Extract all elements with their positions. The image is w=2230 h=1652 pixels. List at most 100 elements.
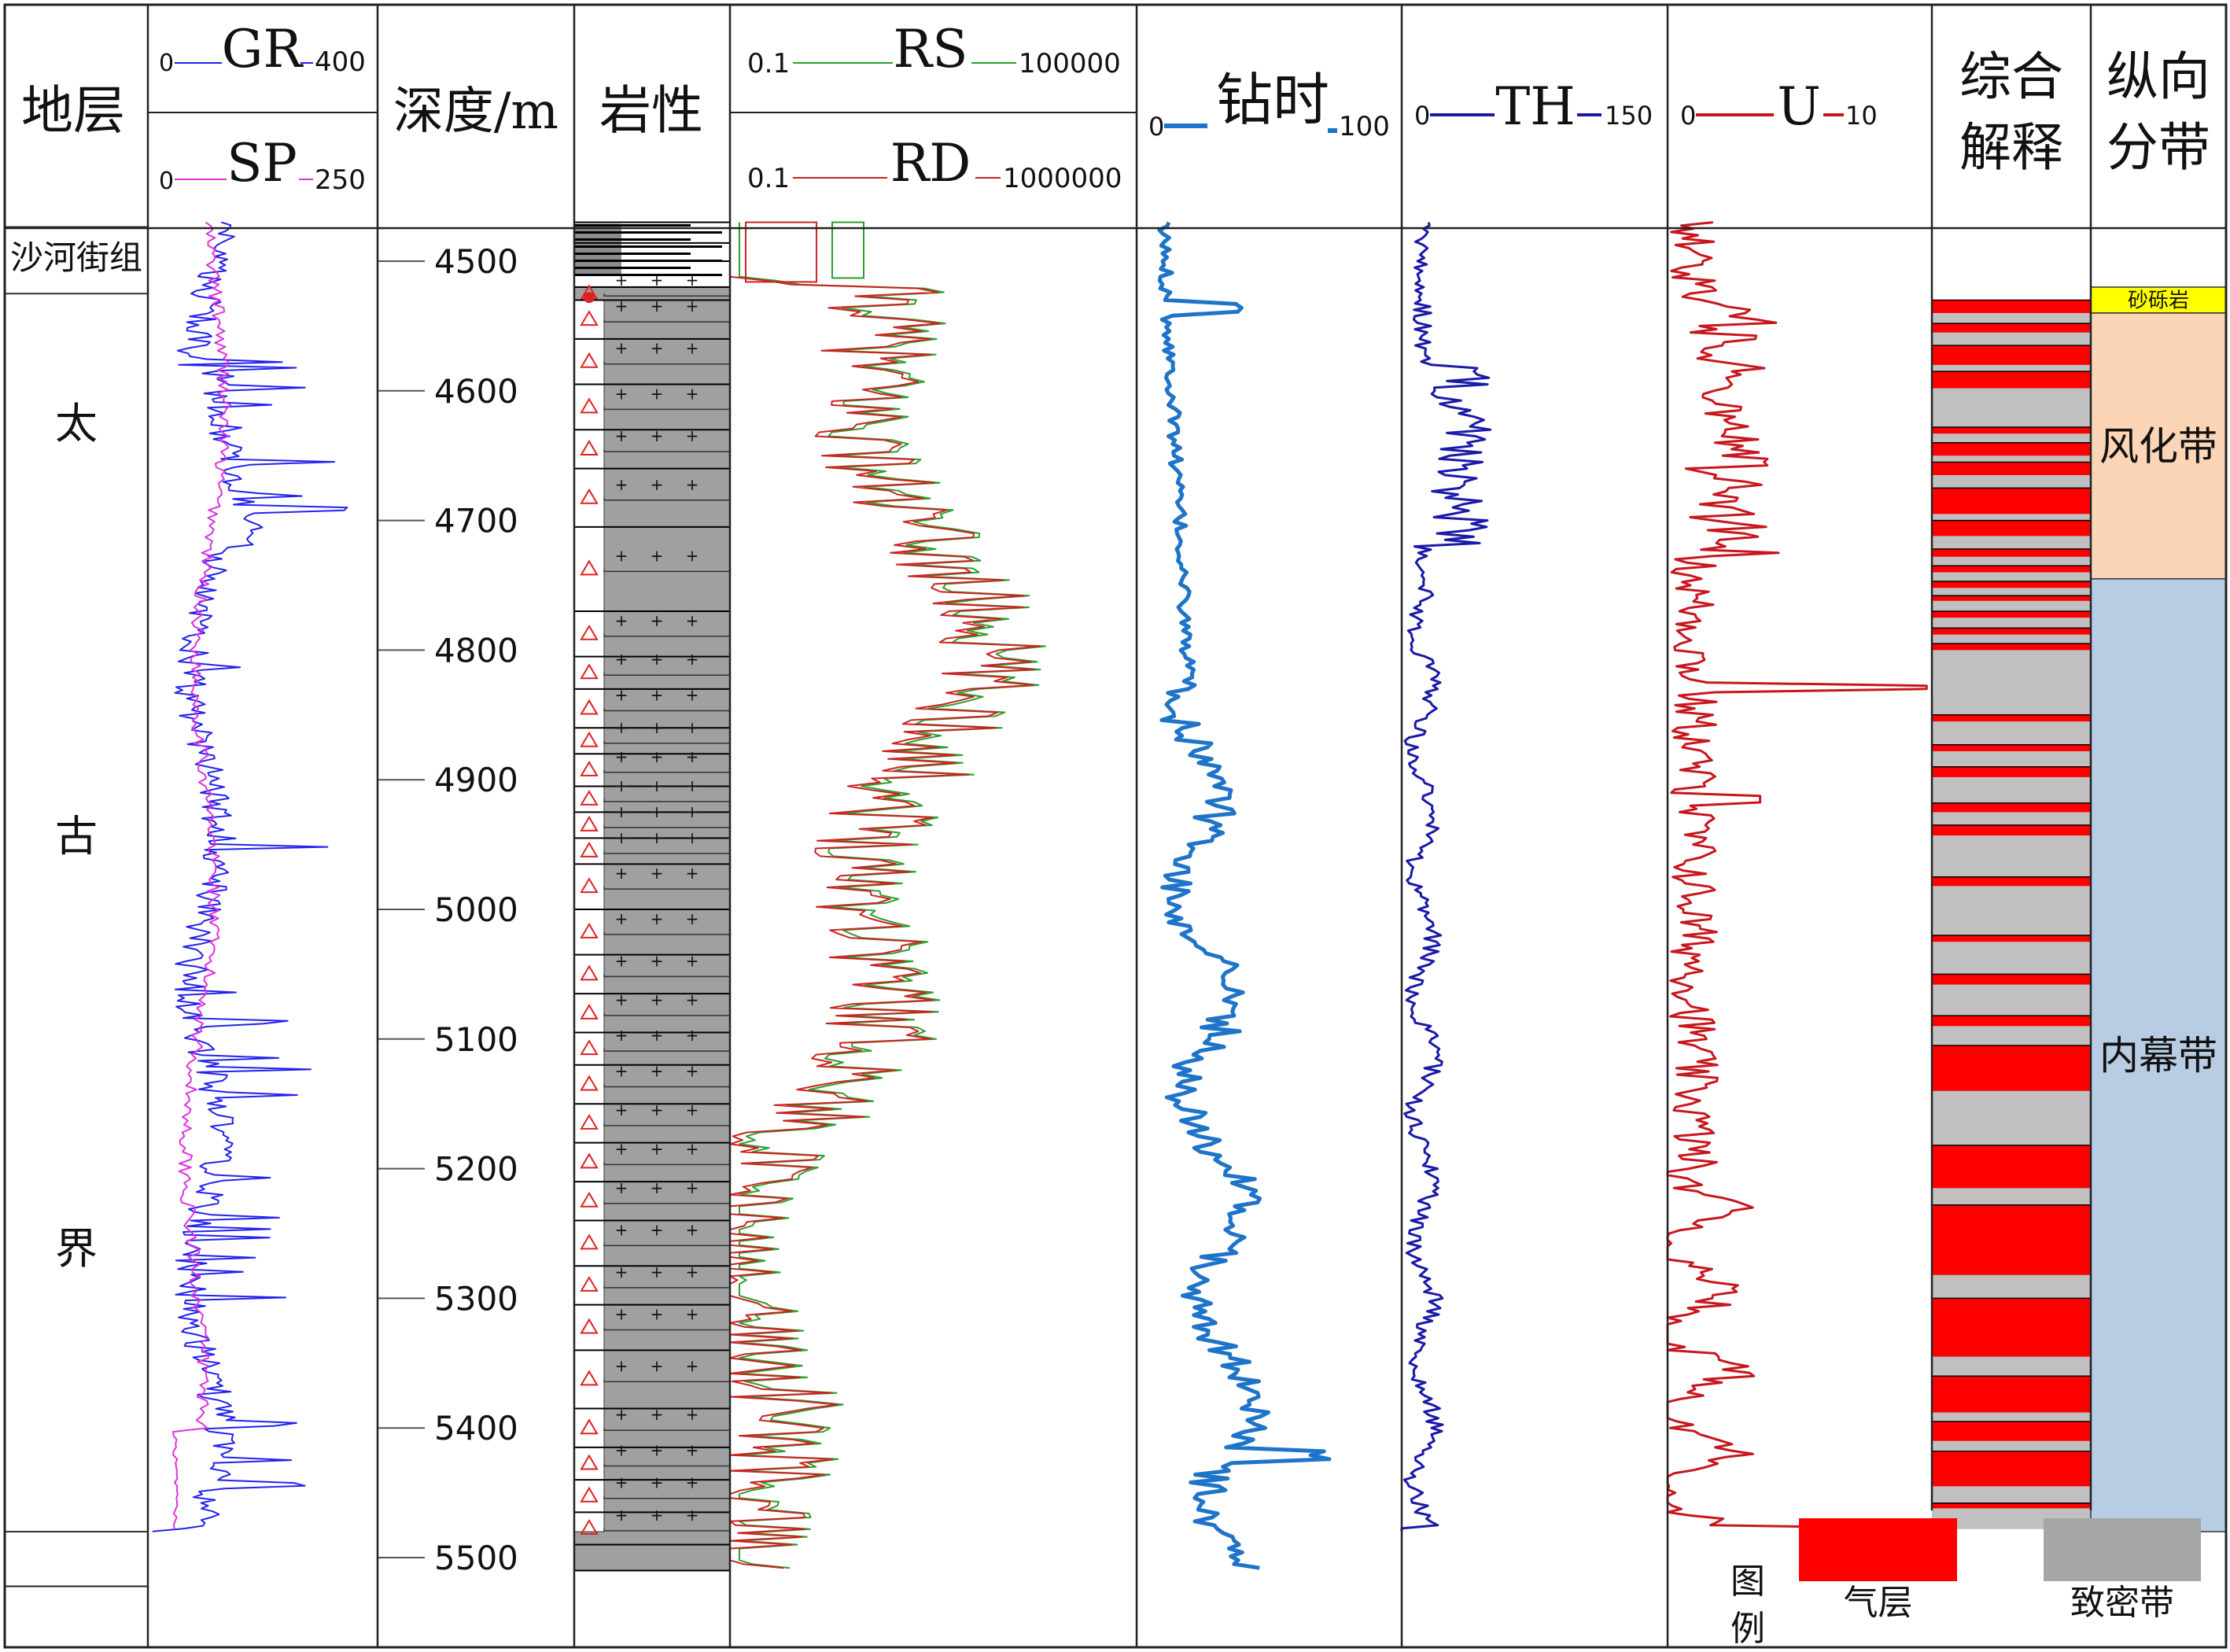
lithology-plus: + (651, 990, 664, 1009)
zonation-header: 纵向 (2107, 46, 2210, 107)
gas-layer (1932, 744, 2091, 751)
lithology-plus: + (615, 1506, 628, 1525)
th-curve (1400, 222, 1492, 1532)
lithology-plus: + (615, 1405, 628, 1424)
lithology-plus: + (651, 1304, 664, 1323)
gr-max: 400 (315, 46, 366, 78)
lithology-plus: + (686, 776, 699, 795)
lithology-plus: + (651, 909, 664, 928)
gas-layer (1932, 520, 2091, 537)
lithology-triangle (580, 964, 599, 981)
lithology-plus: + (651, 1220, 664, 1239)
u-curve (1666, 221, 1928, 1532)
depth-tick-label: 4800 (434, 631, 518, 669)
header-layer: 地层 0 GR 400 0 SP 250 深度/m 岩性 0.1 RS 1000… (21, 19, 2210, 196)
lithology-triangle (580, 760, 599, 776)
gas-layer (1932, 610, 2091, 618)
th-name: TH (1495, 76, 1576, 137)
lithology-wave (603, 407, 730, 411)
lithology-plus: + (686, 426, 699, 445)
gas-layer (1932, 371, 2091, 389)
lithology-triangle (580, 439, 599, 455)
gas-layer (1932, 1016, 2091, 1027)
lithology-plus: + (651, 546, 664, 565)
lithology-plus: + (686, 1263, 699, 1281)
legend-label: 气层 (1844, 1583, 1913, 1623)
lithology-plus: + (686, 271, 699, 289)
lithology-triangle (580, 1418, 599, 1435)
gas-layer (1932, 802, 2091, 813)
gas-layer (1932, 345, 2091, 365)
depth-tick-label: 5100 (434, 1020, 518, 1059)
lithology-plus: + (651, 650, 664, 669)
zone-label: 砂砾岩 (2128, 289, 2189, 313)
lithology-plus: + (686, 297, 699, 315)
lithology-triangle (580, 922, 599, 938)
rd-cap (745, 221, 817, 283)
lithology-plus: + (615, 909, 628, 928)
lithology-plus: + (651, 1139, 664, 1158)
lithology-plus: + (615, 951, 628, 970)
lithology-plus: + (686, 1178, 699, 1197)
lithology-wave (603, 798, 730, 802)
sp-curve (172, 221, 232, 1529)
lithology-triangle (580, 841, 599, 857)
lithology-plus: + (615, 1441, 628, 1460)
lithology-plus: + (686, 1061, 699, 1080)
lithology-wave (603, 448, 730, 452)
lithology-plus: + (615, 650, 628, 669)
lithology-triangle (580, 1039, 599, 1056)
gas-layer (1932, 596, 2091, 601)
lithology-plus: + (651, 1356, 664, 1375)
rd-min: 0.1 (747, 163, 790, 194)
lithology-plus: + (686, 718, 699, 737)
lithology-weathering-strip (573, 299, 605, 1532)
gas-layer (1932, 1376, 2091, 1413)
lithology-plus: + (686, 1101, 699, 1119)
lithology-plus: + (686, 650, 699, 669)
lithology-wave (603, 1428, 730, 1431)
lithology-plus: + (686, 611, 699, 630)
depth-tick-label: 5000 (434, 891, 518, 929)
lithology-wave (603, 293, 730, 297)
legend-title: 例 (1731, 1609, 1765, 1649)
gas-layer (1932, 1451, 2091, 1487)
lithology-plus: + (651, 1441, 664, 1460)
lithology-wave (603, 769, 730, 773)
depth-header: 深度/m (393, 83, 558, 141)
lithology-triangle (580, 1518, 599, 1535)
lithology-plus: + (686, 1220, 699, 1239)
strata-label: 太 (55, 399, 98, 448)
gas-layer (1932, 1145, 2091, 1189)
lithology-plus: + (686, 951, 699, 970)
lithology-plus: + (686, 1304, 699, 1323)
rd-max: 1000000 (1003, 163, 1122, 194)
lithology-plus: + (651, 776, 664, 795)
lithology-triangle (580, 1275, 599, 1292)
lithology-triangle (580, 1113, 599, 1130)
gas-layer (1932, 824, 2091, 836)
lithology-wave (603, 931, 730, 935)
lithology-plus: + (686, 1506, 699, 1525)
lithology-plus: + (615, 1061, 628, 1080)
sp-min: 0 (159, 168, 174, 195)
lithology-plus: + (615, 426, 628, 445)
lithology-plus: + (686, 1473, 699, 1492)
gas-layer (1932, 488, 2091, 514)
rd-curve (729, 222, 1041, 1569)
lithology-triangle (580, 789, 599, 806)
lithology-wave (603, 850, 730, 854)
lithology-plus: + (651, 1263, 664, 1281)
drill-time-min: 0 (1148, 112, 1164, 142)
lithology-triangle (580, 663, 599, 680)
lithology-plus: + (615, 718, 628, 737)
legend-label: 致密带 (2070, 1583, 2174, 1623)
sp-max: 250 (315, 164, 366, 196)
lithology-plus: + (615, 1263, 628, 1281)
lithology-plus: + (651, 802, 664, 821)
gas-layer (1932, 462, 2091, 475)
lithology-plus: + (615, 686, 628, 705)
lithology-wave (603, 708, 730, 712)
lithology-plus: + (686, 339, 699, 358)
